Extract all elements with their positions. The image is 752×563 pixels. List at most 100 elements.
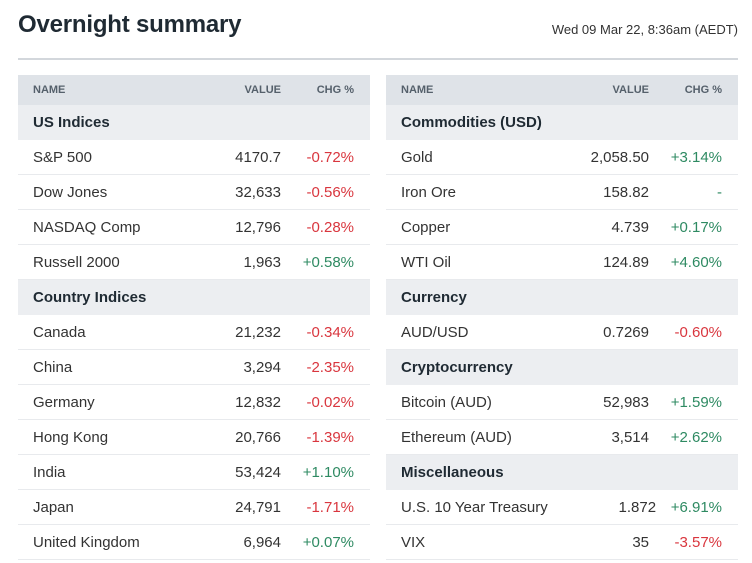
table-row: Ethereum (AUD) 3,514 +2.62% (386, 420, 738, 455)
table-row: NASDAQ Comp 12,796 -0.28% (18, 210, 370, 245)
instrument-change: +3.14% (670, 148, 722, 166)
instrument-name: U.S. 10 Year Treasury (401, 498, 548, 516)
instrument-value: 4.739 (611, 218, 649, 236)
table-body: US Indices S&P 500 4170.7 -0.72% Dow Jones 32… (18, 105, 370, 560)
instrument-value: 53,424 (235, 463, 281, 481)
instrument-value: 24,791 (235, 498, 281, 516)
instrument-name: India (33, 463, 66, 481)
instrument-name: Ethereum (AUD) (401, 428, 512, 446)
instrument-change: -1.71% (306, 498, 354, 516)
section-title: Commodities (USD) (401, 114, 542, 131)
right-market-table: NAME VALUE CHG % Commodities (USD) Gold 2,… (386, 75, 738, 560)
section-title: Cryptocurrency (401, 359, 513, 376)
timestamp: Wed 09 Mar 22, 8:36am (AEDT) (551, 22, 738, 37)
table-header: NAME VALUE CHG % (18, 75, 370, 105)
section-title: Miscellaneous (401, 464, 504, 481)
column-header-change: CHG % (684, 84, 722, 96)
table-row: Hong Kong 20,766 -1.39% (18, 420, 370, 455)
table-row: United Kingdom 6,964 +0.07% (18, 525, 370, 560)
instrument-name: Iron Ore (401, 183, 457, 201)
instrument-value: 1.872 (618, 498, 657, 516)
instrument-value: 3,514 (611, 428, 649, 446)
table-header: NAME VALUE CHG % (386, 75, 738, 105)
column-header-name: NAME (33, 84, 66, 96)
column-header-value: VALUE (244, 84, 281, 96)
instrument-value: 4170.7 (235, 148, 281, 166)
table-row: S&P 500 4170.7 -0.72% (18, 140, 370, 175)
instrument-change: -1.39% (306, 428, 354, 446)
table-row: Japan 24,791 -1.71% (18, 490, 370, 525)
instrument-change: +0.17% (670, 218, 722, 236)
instrument-value: 2,058.50 (590, 148, 649, 166)
instrument-name: China (33, 358, 73, 376)
section-title: Country Indices (33, 289, 147, 306)
instrument-change: -0.60% (674, 323, 722, 341)
instrument-value: 158.82 (603, 183, 649, 201)
instrument-value: 6,964 (243, 533, 281, 551)
instrument-change: -0.34% (306, 323, 354, 341)
instrument-change: +0.07% (302, 533, 354, 551)
instrument-name: AUD/USD (401, 323, 469, 341)
column-header-name: NAME (401, 84, 434, 96)
table-row: Iron Ore 158.82 - (386, 175, 738, 210)
table-body: Commodities (USD) Gold 2,058.50 +3.14% Iron … (386, 105, 738, 560)
section-header: Commodities (USD) (386, 105, 738, 140)
table-row: Canada 21,232 -0.34% (18, 315, 370, 350)
page-title: Overnight summary (18, 11, 242, 38)
instrument-value: 12,796 (235, 218, 281, 236)
table-row: India 53,424 +1.10% (18, 455, 370, 490)
section-header: Cryptocurrency (386, 350, 738, 385)
instrument-change: -2.35% (306, 358, 354, 376)
instrument-name: Russell 2000 (33, 253, 120, 271)
section-header: Miscellaneous (386, 455, 738, 490)
table-row: Germany 12,832 -0.02% (18, 385, 370, 420)
instrument-change: +4.60% (670, 253, 722, 271)
instrument-name: Canada (33, 323, 86, 341)
table-row: WTI Oil 124.89 +4.60% (386, 245, 738, 280)
instrument-change: -0.56% (306, 183, 354, 201)
instrument-name: Japan (33, 498, 74, 516)
table-row: Gold 2,058.50 +3.14% (386, 140, 738, 175)
instrument-change: +6.91% (670, 498, 722, 516)
section-header: Country Indices (18, 280, 370, 315)
instrument-change: +1.10% (302, 463, 354, 481)
instrument-change: +1.59% (670, 393, 722, 411)
section-title: Currency (401, 289, 467, 306)
instrument-name: VIX (401, 533, 426, 551)
table-row: AUD/USD 0.7269 -0.60% (386, 315, 738, 350)
instrument-value: 20,766 (235, 428, 281, 446)
instrument-change: +2.62% (670, 428, 722, 446)
instrument-name: WTI Oil (401, 253, 451, 271)
table-row: China 3,294 -2.35% (18, 350, 370, 385)
instrument-value: 1,963 (243, 253, 281, 271)
instrument-change: +0.58% (302, 253, 354, 271)
table-row: Dow Jones 32,633 -0.56% (18, 175, 370, 210)
instrument-name: Copper (401, 218, 451, 236)
instrument-value: 52,983 (603, 393, 649, 411)
instrument-change: -0.02% (306, 393, 354, 411)
instrument-name: Bitcoin (AUD) (401, 393, 492, 411)
instrument-value: 35 (632, 533, 649, 551)
instrument-value: 21,232 (235, 323, 281, 341)
table-row: VIX 35 -3.57% (386, 525, 738, 560)
table-row: Russell 2000 1,963 +0.58% (18, 245, 370, 280)
section-header: Currency (386, 280, 738, 315)
instrument-change: -3.57% (674, 533, 722, 551)
table-row: U.S. 10 Year Treasury 1.872 +6.91% (386, 490, 738, 525)
instrument-name: S&P 500 (33, 148, 92, 166)
table-row: Bitcoin (AUD) 52,983 +1.59% (386, 385, 738, 420)
instrument-value: 12,832 (235, 393, 281, 411)
instrument-name: Hong Kong (33, 428, 109, 446)
left-market-table: NAME VALUE CHG % US Indices S&P 500 4170.7… (18, 75, 370, 560)
instrument-value: 124.89 (603, 253, 649, 271)
instrument-change: -0.28% (306, 218, 354, 236)
table-row: Copper 4.739 +0.17% (386, 210, 738, 245)
instrument-value: 3,294 (243, 358, 281, 376)
instrument-change: - (717, 183, 722, 201)
instrument-value: 32,633 (235, 183, 281, 201)
page-header: Overnight summary Wed 09 Mar 22, 8:36am … (18, 0, 738, 60)
section-header: US Indices (18, 105, 370, 140)
column-header-change: CHG % (316, 84, 354, 96)
instrument-value: 0.7269 (603, 323, 649, 341)
instrument-change: -0.72% (306, 148, 354, 166)
